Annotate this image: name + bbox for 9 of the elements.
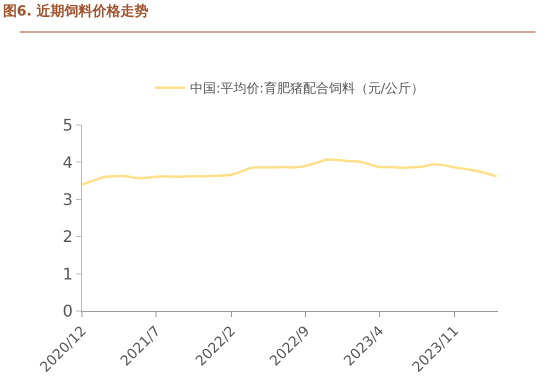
y-tick-label: 1 — [62, 264, 73, 284]
y-tick-label: 5 — [62, 116, 73, 135]
y-tick-label: 3 — [62, 190, 73, 209]
legend-label: 中国:平均价:育肥猪配合饲料（元/公斤） — [190, 80, 424, 97]
y-tick-label: 2 — [62, 227, 73, 246]
line-series — [82, 158, 498, 186]
y-tick-label: 4 — [62, 152, 73, 172]
chart-title: 图6. 近期饲料价格走势 — [2, 2, 149, 20]
y-tick-label: 0 — [62, 302, 73, 321]
